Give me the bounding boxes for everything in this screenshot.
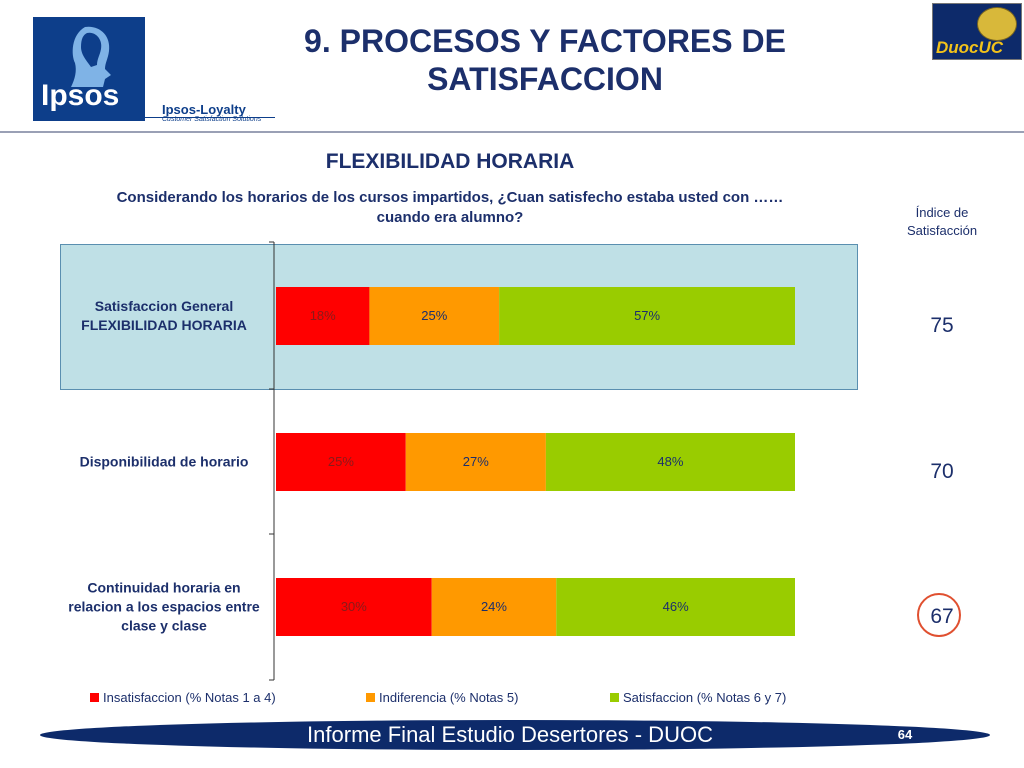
face-silhouette-icon (71, 26, 111, 87)
category-label-line: Disponibilidad de horario (79, 453, 249, 470)
bar-data-label: 18% (310, 308, 336, 323)
legend-item: Indiferencia (% Notas 5) (366, 690, 518, 705)
loyalty-underline (145, 117, 275, 118)
question-text: Considerando los horarios de los cursos … (60, 188, 840, 228)
ipsos-logo-text: Ipsos (41, 79, 120, 112)
header-divider (0, 131, 1024, 133)
category-label: Satisfaccion General FLEXIBILIDAD HORARIA (60, 297, 268, 335)
page-title-line1: 9. PROCESOS Y FACTORES DE (304, 23, 786, 59)
bar-data-label: 30% (341, 599, 367, 614)
legend-swatch (610, 693, 619, 702)
bar-segment (276, 578, 432, 636)
section-title: FLEXIBILIDAD HORARIA (325, 150, 575, 173)
legend-swatch (366, 693, 375, 702)
index-header-line2: Satisfacción (906, 223, 978, 238)
category-label-line: Continuidad horaria en (87, 579, 241, 596)
bar-segment (556, 578, 795, 636)
category-label: Disponibilidad de horario (60, 453, 268, 472)
bar-segment (545, 433, 795, 491)
ipsos-logo: Ipsos (33, 17, 145, 121)
bar-segment (369, 287, 500, 345)
bar-data-label: 25% (421, 308, 447, 323)
loyalty-name: Ipsos-Loyalty (162, 102, 246, 117)
category-label: Continuidad horaria en relacion a los esp… (60, 579, 268, 636)
legend-item: Satisfaccion (% Notas 6 y 7) (610, 690, 786, 705)
question-line1: Considerando los horarios de los cursos … (116, 189, 784, 206)
category-label-line: Satisfaccion General (94, 298, 234, 314)
legend-item: Insatisfaccion (% Notas 1 a 4) (90, 690, 276, 705)
bar-segment (405, 433, 546, 491)
category-label-line: clase y clase (121, 617, 207, 634)
duoc-logo-text: DuocUC (936, 38, 1004, 57)
bar-data-label: 25% (328, 454, 354, 469)
ipsos-loyalty-brand: Ipsos-Loyalty Customer Satisfaction Solu… (162, 102, 261, 123)
page-number: 64 (897, 727, 913, 742)
index-header: Índice de Satisfacción (888, 204, 996, 240)
satisfaction-index-value: 75 (930, 314, 954, 337)
bar-segment (431, 578, 557, 636)
bar-data-label: 46% (663, 599, 689, 614)
index-highlight-circle (917, 593, 961, 637)
page-title: 9. PROCESOS Y FACTORES DE SATISFACCION (260, 22, 830, 98)
duoc-logo: DuocUC (932, 3, 1022, 60)
index-header-line1: Índice de (915, 205, 969, 220)
bar-segment (276, 433, 406, 491)
footer-bar (40, 720, 990, 750)
bar-data-label: 27% (463, 454, 489, 469)
bar-segment (499, 287, 795, 345)
page-title-line2: SATISFACCION (427, 61, 663, 97)
question-line2: cuando era alumno? (376, 209, 524, 226)
legend-label: Satisfaccion (% Notas 6 y 7) (623, 690, 787, 705)
bar-segment (276, 287, 370, 345)
chart-legend: Insatisfaccion (% Notas 1 a 4) Indiferenc… (90, 690, 830, 708)
satisfaction-index-value: 70 (930, 460, 954, 483)
bar-data-label: 57% (634, 308, 660, 323)
bar-data-label: 48% (657, 454, 683, 469)
category-label-line: FLEXIBILIDAD HORARIA (81, 317, 247, 333)
legend-label: Indiferencia (% Notas 5) (379, 690, 519, 705)
footer-text: Informe Final Estudio Desertores - DUOC (307, 722, 713, 747)
bar-data-label: 24% (481, 599, 507, 614)
loyalty-tagline: Customer Satisfaction Solutions (162, 116, 262, 123)
duoc-crest-icon (977, 7, 1017, 41)
category-label-line: relacion a los espacios entre (68, 598, 260, 615)
legend-swatch (90, 693, 99, 702)
legend-label: Insatisfaccion (% Notas 1 a 4) (103, 690, 276, 705)
